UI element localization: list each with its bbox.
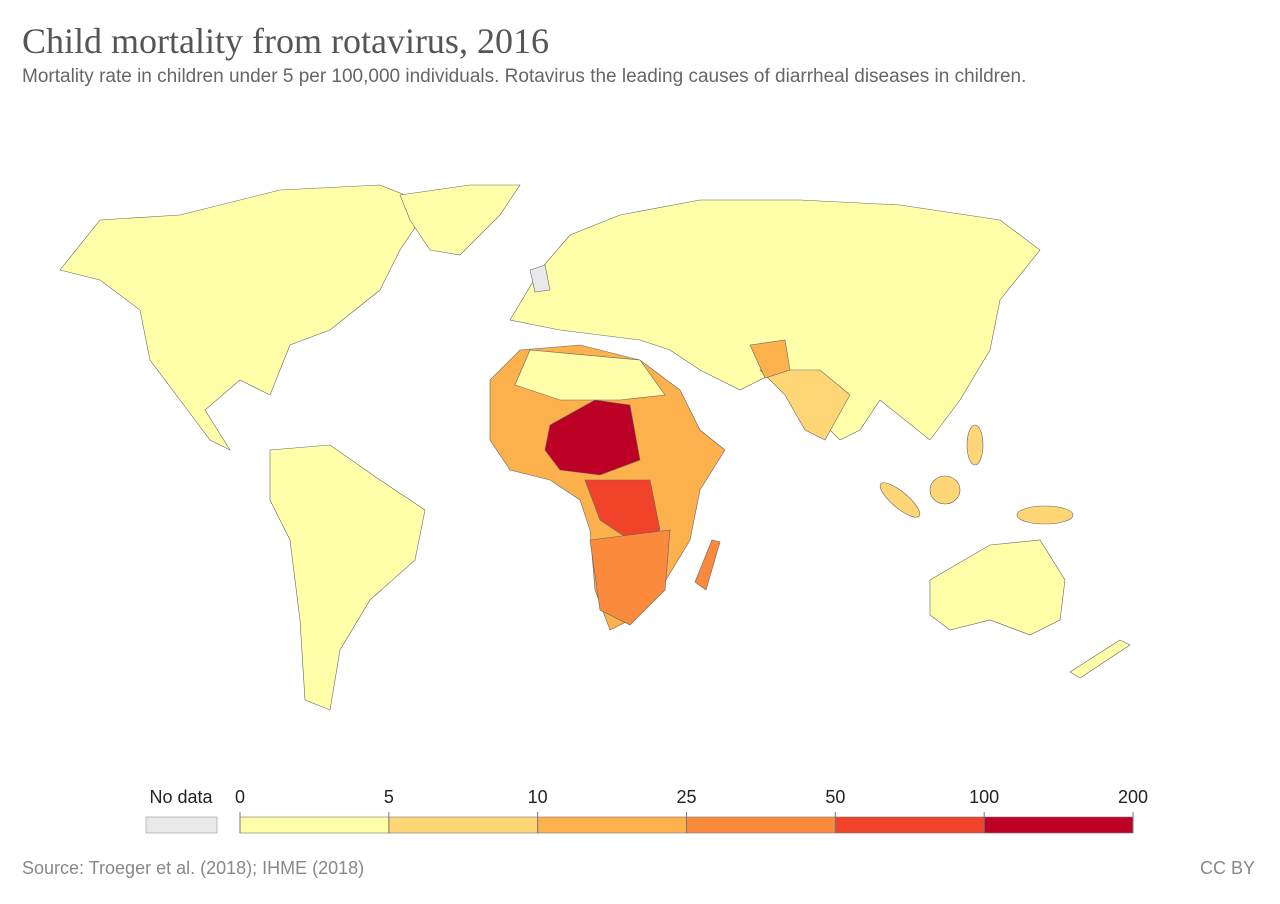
legend-tick-label: 10 [528,787,548,807]
eurasia [509,199,1041,441]
legend-tick-label: 0 [235,787,245,807]
legend-bin [537,816,687,834]
legend-bin [239,816,390,834]
uk [529,264,551,293]
madagascar [694,539,721,591]
legend-tick-label: 25 [676,787,696,807]
legend-tick-label: 100 [969,787,999,807]
greenland [399,184,521,256]
legend-tick-label: 50 [825,787,845,807]
legend-tick-label: 200 [1118,787,1148,807]
new-guinea [1016,505,1074,525]
world-map [59,184,1131,711]
source: Source: Troeger et al. (2018); IHME (201… [22,858,365,878]
india [759,369,851,441]
borneo [929,475,961,505]
legend-bin [983,816,1134,834]
new-zealand [1069,639,1131,679]
north-america [59,184,431,451]
southern-africa [589,529,671,626]
legend-bin [686,816,836,834]
legend: No data 0 5 10 25 50 100 200 [145,787,1148,834]
legend-bin [388,816,538,834]
philippines [966,424,984,466]
subtitle: Mortality rate in children under 5 per 1… [22,66,1027,87]
north-africa [514,349,666,401]
legend-bin [835,816,985,834]
map: No data 0 5 10 25 50 100 200 [59,184,1148,834]
license: CC BY [1199,858,1255,878]
south-america [269,444,426,711]
australia [929,539,1066,636]
sumatra [879,482,921,518]
no-data-swatch [145,816,218,834]
legend-tick-label: 5 [384,787,394,807]
sahel [544,399,641,476]
pakistan [749,339,791,379]
title: Child mortality from rotavirus, 2016 [22,21,549,61]
no-data-label: No data [149,787,213,807]
